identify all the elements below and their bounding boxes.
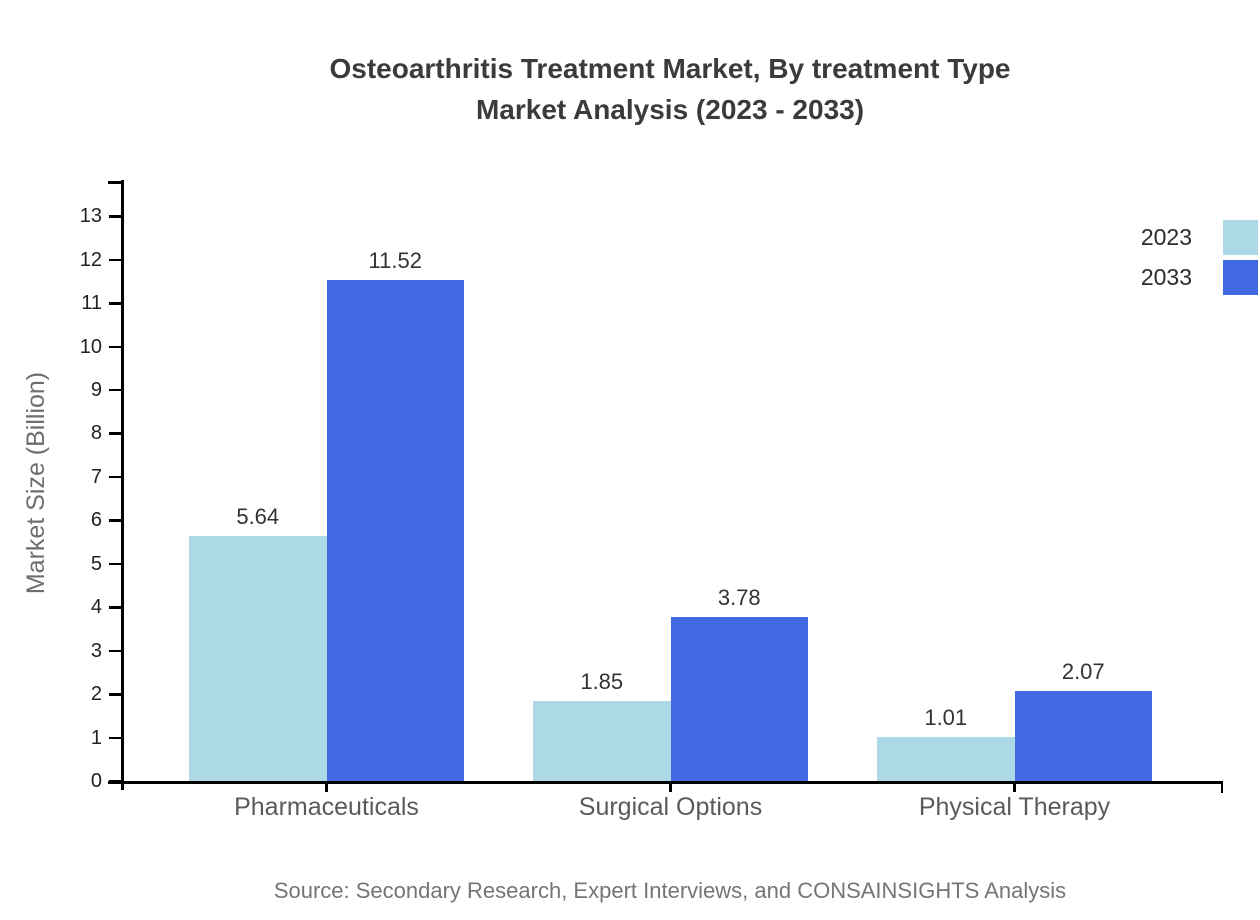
chart-title: Osteoarthritis Treatment Market, By trea… bbox=[80, 48, 1260, 130]
category-label-surgical-options: Surgical Options bbox=[578, 793, 763, 821]
y-tick-label: 6 bbox=[90, 509, 102, 532]
bar-2023-surgical-options bbox=[533, 700, 671, 781]
y-tick-label: 11 bbox=[81, 292, 102, 315]
y-tick-label: 0 bbox=[90, 770, 102, 792]
legend-label-2023: 2023 bbox=[1140, 224, 1192, 250]
x-axis-line bbox=[108, 781, 1223, 784]
y-tick-mark bbox=[109, 388, 121, 392]
value-label: 2.07 bbox=[1061, 659, 1105, 685]
chart-title-line2: Market Analysis (2023 - 2033) bbox=[475, 94, 865, 125]
chart-title-line1: Osteoarthritis Treatment Market, By trea… bbox=[329, 53, 1011, 84]
source-attribution: Source: Secondary Research, Expert Inter… bbox=[273, 878, 1067, 903]
y-tick-label: 1 bbox=[90, 726, 102, 749]
y-tick-label: 12 bbox=[79, 248, 102, 271]
y-tick-mark bbox=[109, 780, 121, 783]
bar-2023-pharmaceuticals bbox=[189, 535, 327, 781]
x-tick-mark bbox=[325, 781, 328, 792]
legend-swatch-2023-icon bbox=[1223, 220, 1258, 255]
legend-item-2033: 2033 bbox=[0, 260, 1260, 295]
y-tick-mark bbox=[109, 649, 121, 653]
y-tick-label: 13 bbox=[79, 205, 102, 228]
bar-2033-pharmaceuticals bbox=[326, 280, 464, 781]
value-label: 5.64 bbox=[236, 503, 280, 529]
value-label: 11.52 bbox=[368, 248, 422, 274]
legend-swatch-2033-icon bbox=[1223, 260, 1258, 295]
y-tick-mark bbox=[109, 302, 121, 305]
y-tick-label: 9 bbox=[90, 378, 102, 401]
bar-2033-physical-therapy bbox=[1014, 691, 1152, 781]
y-tick-mark bbox=[109, 562, 121, 566]
bar-2023-physical-therapy bbox=[877, 737, 1015, 781]
y-tick-mark bbox=[109, 606, 121, 609]
category-label-pharmaceuticals: Pharmaceuticals bbox=[234, 793, 419, 821]
y-tick-mark bbox=[109, 519, 121, 522]
value-label: 3.78 bbox=[717, 584, 761, 610]
y-tick-label: 10 bbox=[79, 335, 102, 358]
x-tick-mark bbox=[669, 781, 672, 792]
y-tick-label: 5 bbox=[90, 552, 102, 575]
legend-label-2033: 2033 bbox=[1140, 264, 1192, 290]
x-tick-mark bbox=[1013, 781, 1016, 792]
y-tick-label: 4 bbox=[90, 596, 102, 619]
category-label-physical-therapy: Physical Therapy bbox=[918, 793, 1111, 821]
y-axis-endcap bbox=[108, 181, 121, 184]
y-tick-label: 3 bbox=[90, 639, 102, 662]
y-tick-mark bbox=[109, 475, 121, 479]
y-tick-label: 7 bbox=[90, 465, 102, 488]
y-tick-label: 2 bbox=[90, 683, 102, 706]
y-tick-mark bbox=[109, 345, 121, 348]
value-label: 1.85 bbox=[580, 668, 624, 694]
y-axis-line bbox=[121, 180, 124, 790]
y-tick-mark bbox=[109, 432, 121, 435]
y-tick-mark bbox=[109, 693, 121, 696]
x-axis-endcap bbox=[1220, 781, 1223, 793]
value-label: 1.01 bbox=[924, 705, 968, 731]
y-tick-mark bbox=[109, 736, 121, 740]
y-tick-mark bbox=[109, 258, 121, 262]
y-tick-label: 8 bbox=[90, 422, 102, 445]
legend-item-2023: 2023 bbox=[0, 220, 1260, 255]
y-tick-mark bbox=[109, 215, 121, 218]
bar-2033-surgical-options bbox=[670, 616, 808, 781]
